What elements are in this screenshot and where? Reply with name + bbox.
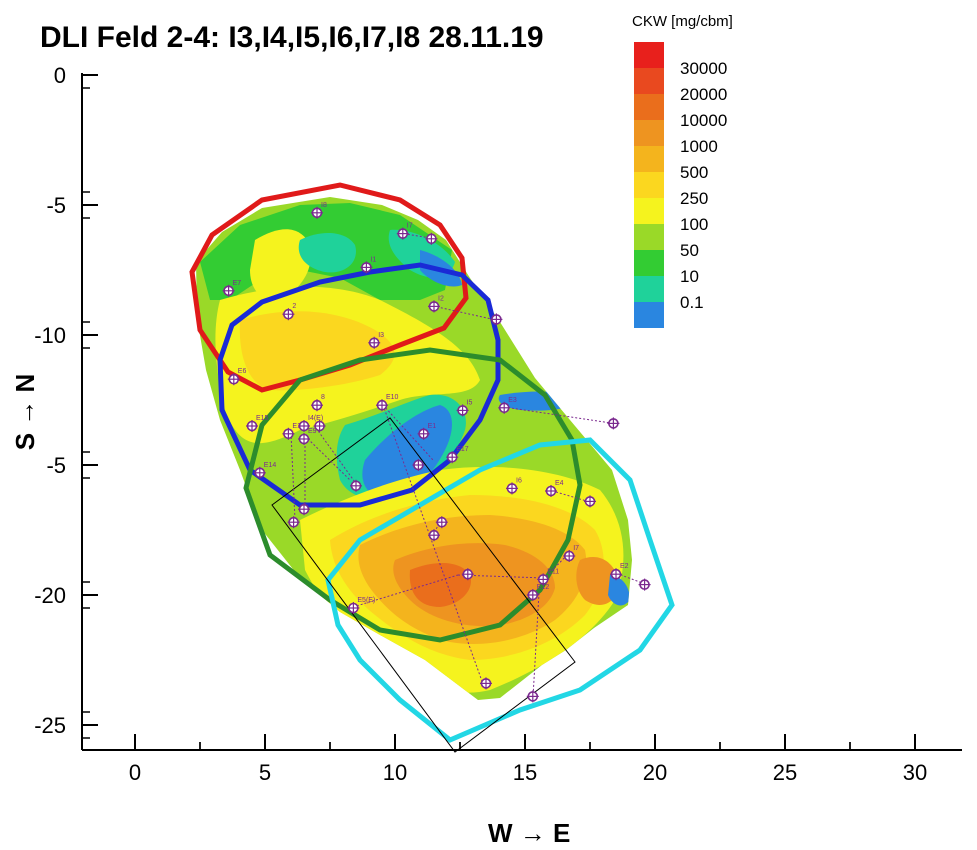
legend-label: 10000 — [680, 111, 727, 130]
axes: 0 -5 -10 -5 -20 -25 0 5 10 15 20 25 30 — [34, 63, 962, 785]
x-tick-label: 20 — [643, 760, 667, 785]
legend-swatch — [634, 120, 664, 146]
legend-swatch — [634, 276, 664, 302]
well-label: E2 — [620, 563, 629, 570]
connection-line — [457, 574, 546, 579]
zone-rings — [189, 182, 675, 743]
legend-label: 0.1 — [680, 293, 704, 312]
contour-band-10000 — [409, 563, 471, 607]
well-label: I7 — [407, 223, 413, 230]
well-label: E11 — [547, 568, 559, 575]
well-label: I7 — [573, 545, 579, 552]
legend-title: CKW [mg/cbm] — [632, 13, 733, 30]
y-tick-label: -25 — [34, 713, 66, 738]
well-label: I1 — [370, 256, 376, 263]
connection-lines — [290, 232, 646, 698]
connection-line — [382, 404, 434, 461]
legend-label: 20000 — [680, 85, 727, 104]
well-label: E1 — [428, 423, 437, 430]
well-label: E9 — [308, 428, 317, 435]
legend-swatch — [634, 302, 664, 328]
legend-swatch — [634, 42, 664, 68]
connection-line — [382, 404, 484, 685]
well-label: I2 — [438, 295, 444, 302]
well-label: I5 — [467, 399, 473, 406]
y-tick-label: 0 — [54, 63, 66, 88]
well-label: I8 — [321, 202, 327, 209]
legend-swatch — [634, 224, 664, 250]
well-label: E10 — [386, 394, 399, 401]
contour-fill — [196, 197, 632, 700]
x-tick-label: 30 — [903, 760, 927, 785]
y-tick-label: -20 — [34, 583, 66, 608]
x-tick-label: 15 — [513, 760, 537, 785]
legend-label: 500 — [680, 163, 708, 182]
contour-band-250 — [239, 311, 395, 391]
well-label: I6 — [516, 477, 522, 484]
chart-title: DLI Feld 2-4: I3,I4,I5,I6,I7,I8 28.11.19 — [40, 21, 544, 54]
well-label: E5(E) — [357, 597, 375, 604]
well-label: E14 — [264, 462, 277, 469]
x-tick-label: 5 — [259, 760, 271, 785]
well-label: 2 — [292, 303, 296, 310]
y-axis-title: S → N — [10, 374, 40, 451]
legend-label: 100 — [680, 215, 708, 234]
well-label: E4 — [555, 480, 564, 487]
well-label: E7 — [233, 280, 242, 287]
connection-line — [290, 432, 296, 521]
reference-rectangle — [271, 417, 576, 753]
connection-line — [544, 554, 568, 579]
legend-label: 10 — [680, 267, 699, 286]
well-label: E17 — [456, 446, 469, 453]
y-tick-label: -10 — [34, 323, 66, 348]
connection-line — [432, 305, 497, 321]
legend-swatch — [634, 94, 664, 120]
zone-ring-cyan — [325, 437, 675, 743]
legend-swatch — [634, 68, 664, 94]
x-tick-label: 10 — [383, 760, 407, 785]
legend-label: 50 — [680, 241, 699, 260]
legend-label: 30000 — [680, 59, 727, 78]
zone-ring-green — [243, 347, 583, 643]
connection-line — [304, 435, 351, 481]
contour-band-lowest-se — [608, 575, 630, 606]
legend-swatch — [634, 146, 664, 172]
x-axis-title: W → E — [488, 818, 570, 848]
well-label: I4(E) — [308, 415, 323, 422]
x-tick-label: 25 — [773, 760, 797, 785]
connection-line — [432, 519, 442, 536]
well-label: E6 — [238, 368, 247, 375]
connection-line — [532, 592, 540, 698]
y-ticks: 0 -5 -10 -5 -20 -25 — [34, 63, 98, 739]
legend-label: 250 — [680, 189, 708, 208]
well-label: E15 — [256, 415, 269, 422]
legend-label: 1000 — [680, 137, 718, 156]
legend-swatch — [634, 172, 664, 198]
contour-band-0_1-north — [298, 233, 356, 273]
contour-band-100-north — [250, 229, 311, 301]
legend-swatch — [634, 198, 664, 224]
contour-band-lowest-center — [362, 405, 452, 500]
x-ticks: 0 5 10 15 20 25 30 — [129, 734, 927, 785]
well-markers: I8I7I1I2E72I3E68E10I5E3E15E16I4(E)E9E1E1… — [222, 202, 651, 703]
well-label: E12 — [537, 584, 550, 591]
y-tick-label: -5 — [46, 453, 66, 478]
x-tick-label: 0 — [129, 760, 141, 785]
legend-swatches: 30000 20000 10000 1000 500 250 100 50 10 0.1 — [634, 42, 727, 328]
connection-line — [555, 491, 591, 503]
legend-swatch — [634, 250, 664, 276]
zone-ring-red — [189, 182, 469, 393]
y-tick-label: -5 — [46, 193, 66, 218]
legend: CKW [mg/cbm] 30000 20000 10000 1000 500 250 10… — [632, 13, 733, 328]
well-label: I3 — [378, 332, 384, 339]
well-label: 8 — [321, 394, 325, 401]
well-label: E3 — [508, 397, 517, 404]
